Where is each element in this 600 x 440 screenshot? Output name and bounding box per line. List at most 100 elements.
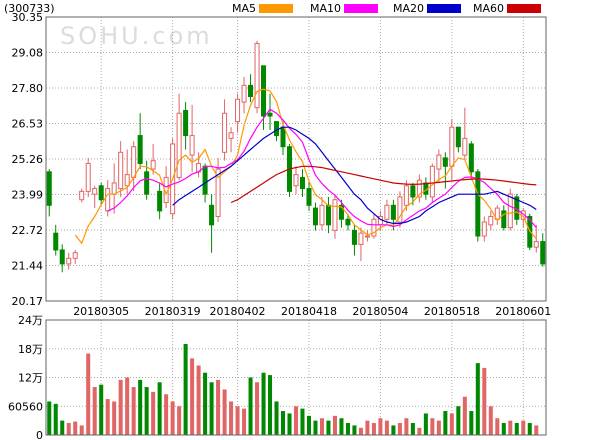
candle — [325, 196, 331, 234]
candle-body-up — [150, 160, 156, 170]
volume-bar — [482, 367, 487, 435]
volume-bar — [423, 413, 428, 435]
legend-swatch-ma5 — [259, 4, 293, 13]
candle — [468, 141, 474, 181]
volume-bar — [378, 418, 383, 435]
candle-body-up — [371, 218, 377, 237]
volume-bar — [216, 379, 221, 435]
volume-bar — [488, 406, 493, 435]
candle-body-down — [338, 204, 344, 220]
volume-bar — [514, 423, 519, 435]
ma-line-ma60 — [230, 165, 537, 204]
volume-tick-label: 60560 — [8, 400, 43, 413]
volume-bar — [157, 382, 162, 435]
candle-body-down — [345, 218, 351, 226]
candle-body-down — [501, 210, 507, 229]
candle-body-up — [79, 190, 85, 201]
volume-tick-label: 18万 — [18, 343, 43, 356]
candle-body-up — [176, 112, 182, 178]
candle — [248, 74, 254, 103]
ma-line-ma5 — [74, 88, 537, 245]
date-tick-label: 20180418 — [281, 305, 337, 318]
price-grid — [46, 17, 546, 435]
volume-bar — [118, 379, 123, 435]
candle — [137, 113, 143, 170]
date-axis: 20180305 20180319 20180402 20180418 20180504… — [73, 305, 551, 318]
candle — [416, 174, 422, 203]
candle-body-down — [312, 207, 318, 226]
volume-tick-label: 0 — [36, 429, 43, 440]
volume-bar — [248, 377, 253, 435]
volume-bar — [170, 401, 175, 435]
candle-body-down — [274, 121, 280, 137]
candle — [267, 93, 273, 130]
candle — [209, 194, 215, 253]
candle — [312, 202, 318, 231]
volume-bar — [462, 396, 467, 435]
candle — [261, 65, 267, 130]
candle-body-down — [390, 204, 396, 220]
candle-body-up — [488, 215, 494, 226]
legend-swatch-ma60 — [507, 4, 541, 13]
volume-bar — [47, 401, 52, 435]
volume-bar — [92, 387, 97, 435]
volume-bar — [196, 365, 201, 435]
ma-line-ma10 — [107, 108, 537, 228]
candle-body-down — [144, 171, 150, 195]
volume-bar — [345, 423, 350, 435]
volume-bar — [475, 363, 480, 435]
candle-body-up — [254, 43, 260, 109]
candle-body-down — [202, 165, 208, 195]
price-tick-label: 23.99 — [12, 189, 44, 202]
candle-body-up — [215, 168, 221, 217]
volume-bar — [410, 423, 415, 435]
candle-body-down — [209, 204, 215, 226]
legend-label-ma60: MA60 — [473, 2, 504, 15]
date-tick-label: 20180601 — [495, 305, 551, 318]
volume-bar — [365, 420, 370, 435]
candle-body-down — [267, 112, 273, 117]
candle — [501, 205, 507, 231]
candle-body-up — [293, 174, 299, 187]
volume-bar — [534, 425, 539, 435]
volume-tick-label: 12万 — [18, 372, 43, 385]
volume-bar — [495, 418, 500, 435]
volume-bar — [358, 427, 363, 435]
price-panel-frame — [45, 16, 547, 302]
volume-bar — [306, 415, 311, 435]
price-tick-label: 26.53 — [12, 118, 44, 131]
candle — [222, 99, 228, 161]
candle-body-up — [131, 146, 137, 178]
price-tick-label: 27.80 — [12, 82, 44, 95]
candle-body-down — [59, 249, 65, 265]
date-tick-label: 20180504 — [352, 305, 408, 318]
volume-bar — [274, 401, 279, 435]
candle — [306, 180, 312, 211]
price-tick-label: 25.26 — [12, 153, 44, 166]
candle-body-down — [98, 185, 104, 201]
volume-bar — [255, 382, 260, 435]
candle-body-up — [507, 193, 513, 229]
candle — [157, 182, 163, 220]
volume-bar — [521, 420, 526, 435]
candle — [72, 249, 78, 264]
volume-bar — [112, 401, 117, 435]
candle — [319, 196, 325, 231]
volume-bar — [430, 418, 435, 435]
legend-label-ma5: MA5 — [232, 2, 256, 15]
price-tick-label: 21.44 — [12, 260, 44, 273]
volume-bar — [293, 406, 299, 435]
candle — [176, 93, 182, 181]
candle-body-down — [468, 143, 474, 173]
candle — [59, 244, 65, 273]
candle-body-down — [183, 109, 189, 137]
candle — [507, 188, 513, 231]
date-tick-label: 20180402 — [210, 305, 266, 318]
volume-bar — [144, 387, 149, 435]
candle-body-up — [124, 174, 130, 187]
candle-body-up — [72, 252, 78, 259]
candle-body-up — [241, 84, 247, 103]
candle-body-down — [248, 84, 254, 98]
candle-body-up — [66, 257, 72, 265]
candle — [98, 182, 104, 206]
